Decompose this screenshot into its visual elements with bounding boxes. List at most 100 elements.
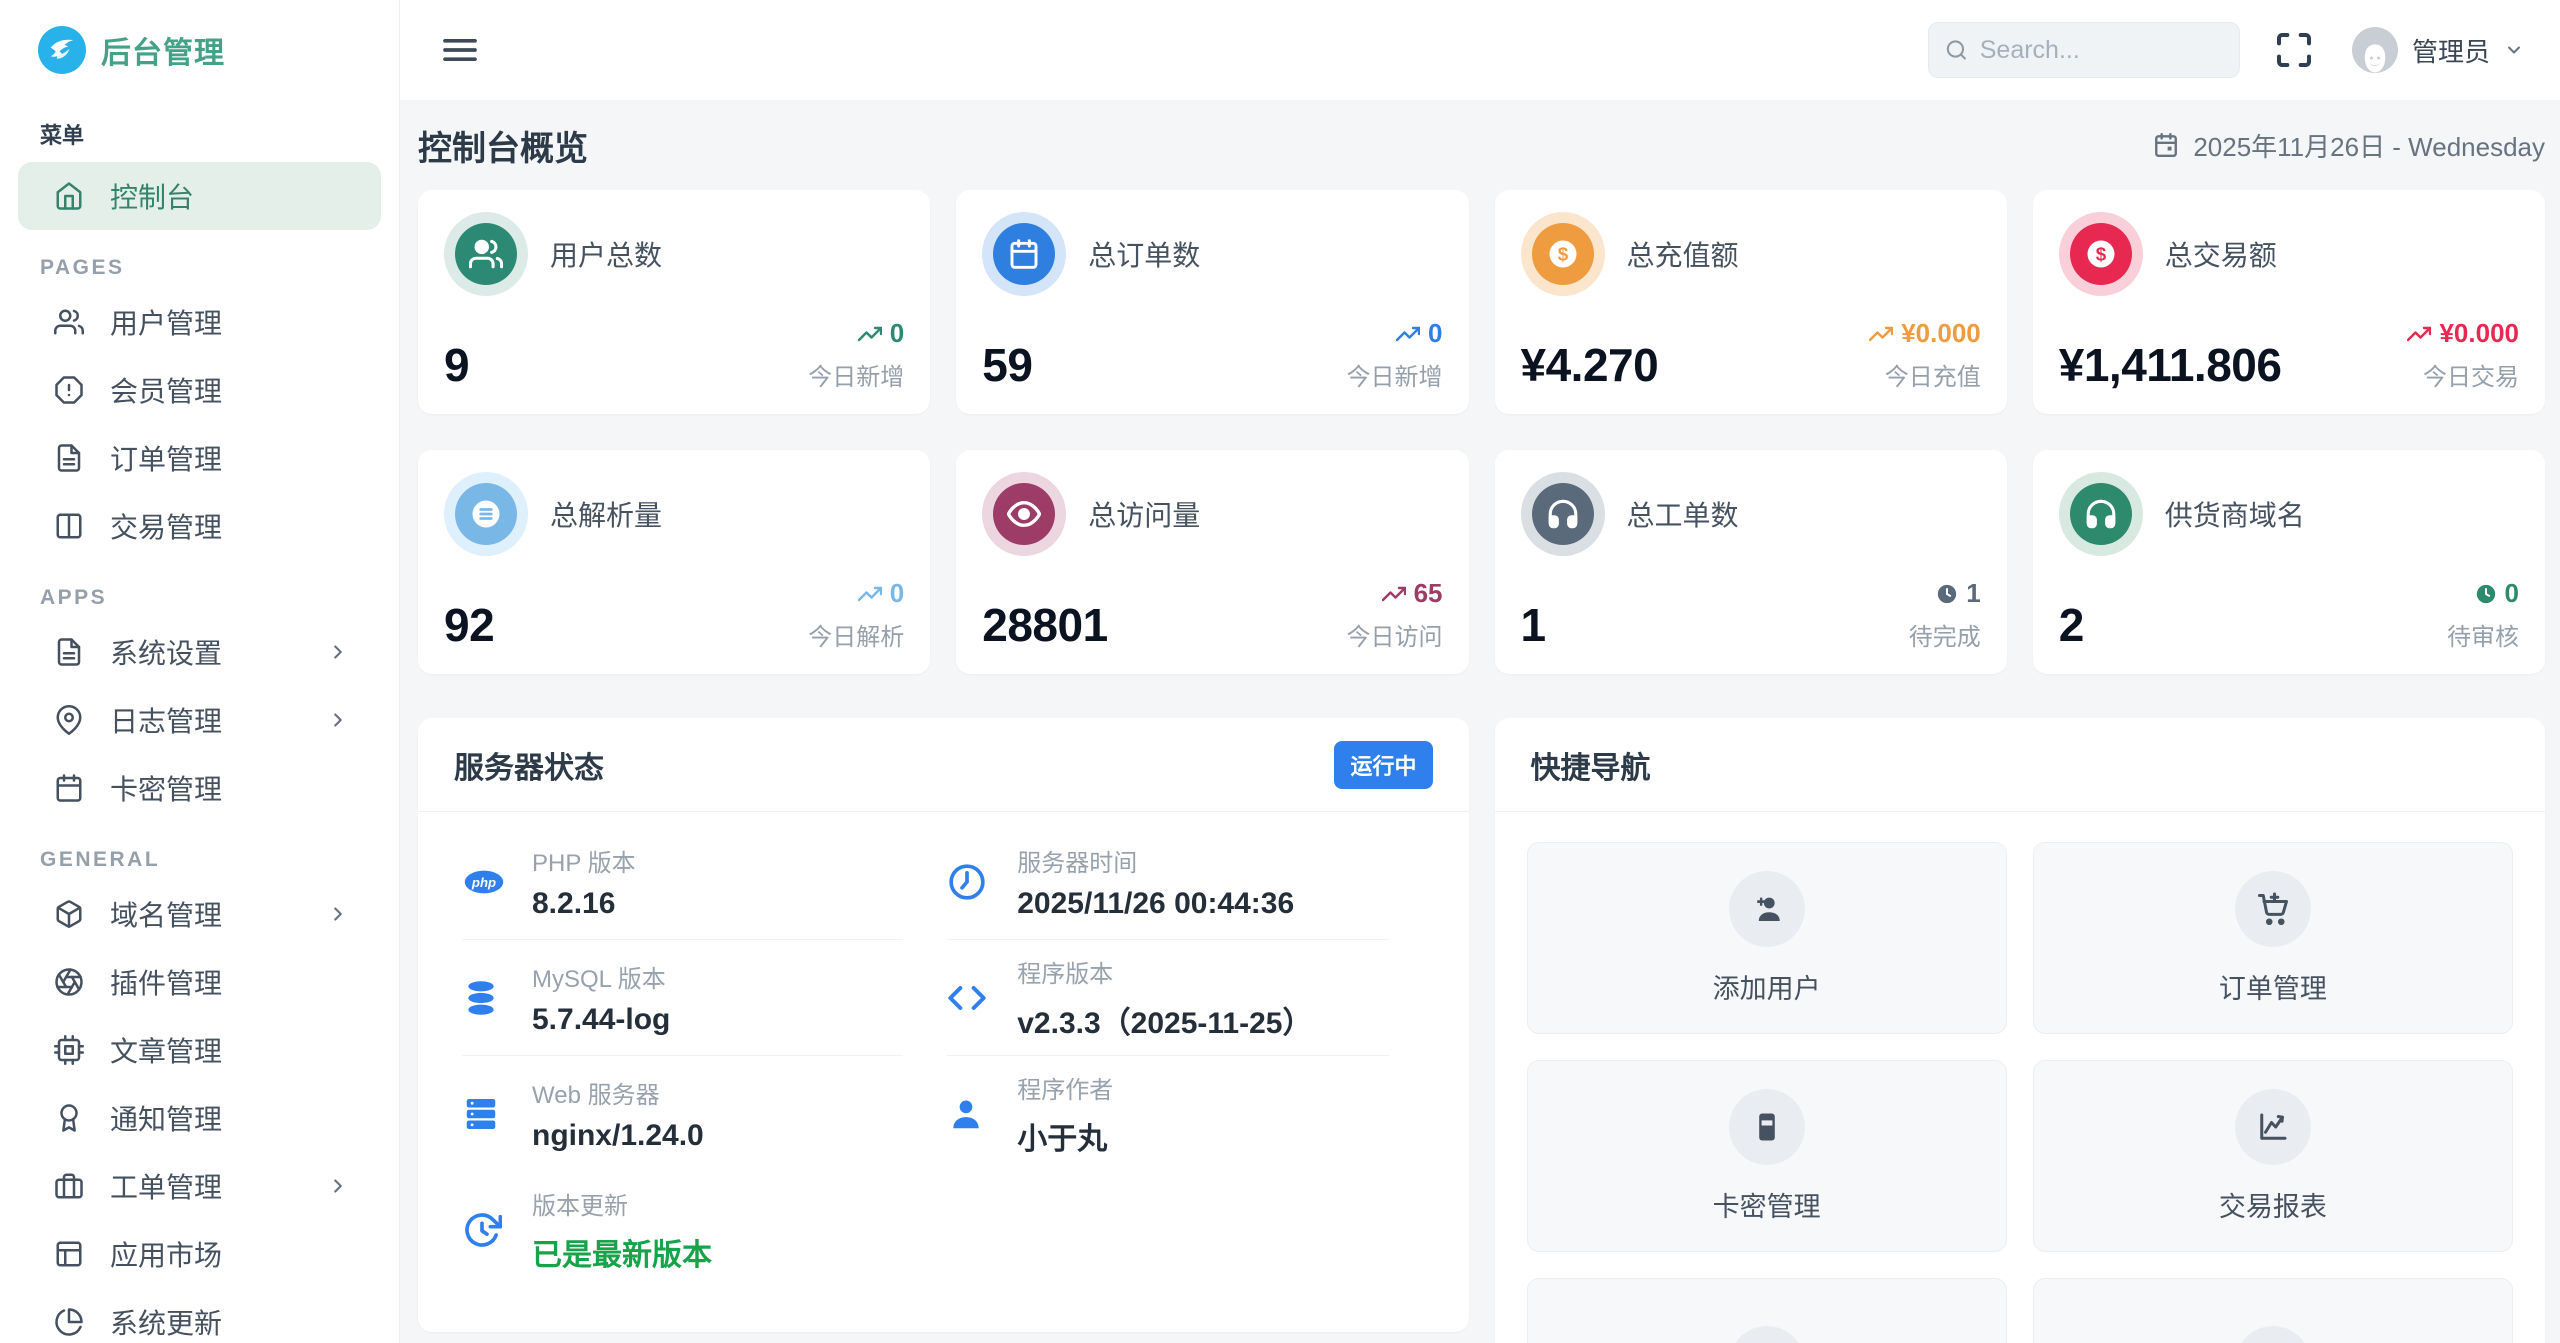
trending-up-icon [857, 586, 882, 601]
sidebar-item-plugins[interactable]: 插件管理 [18, 948, 381, 1016]
stat-label: 总访问量 [1088, 500, 1201, 531]
quick-nav-add-user[interactable]: 添加用户 [1526, 842, 2007, 1034]
sidebar-item-members[interactable]: 会员管理 [18, 356, 381, 424]
quick-nav-settings[interactable] [1526, 1278, 2007, 1343]
sidebar-item-label: 文章管理 [110, 1036, 223, 1067]
stat-icon-ring [982, 212, 1067, 296]
quick-nav-label: 添加用户 [1712, 973, 1821, 1004]
quick-nav-orders[interactable]: 订单管理 [2032, 842, 2513, 1034]
sidebar-item-notifications[interactable]: 通知管理 [18, 1084, 381, 1152]
avatar [2351, 27, 2398, 73]
stat-sublabel: 今日充值 [1884, 364, 1981, 391]
aperture-icon [55, 968, 83, 996]
stat-card-total-parses: 总解析量 92 0 今日解析 [418, 450, 931, 674]
server-item-label: 服务器时间 [1017, 849, 1138, 877]
brand[interactable]: 后台管理 [38, 26, 381, 74]
stat-value: ¥1,411.806 [2058, 339, 2282, 391]
sidebar-item-label: 交易管理 [110, 512, 223, 543]
quick-nav-title: 快捷导航 [1530, 751, 1651, 785]
search-box[interactable] [1927, 22, 2240, 78]
stat-sublabel: 待审核 [2447, 624, 2519, 651]
quick-nav-card-keys[interactable]: 卡密管理 [1526, 1060, 2007, 1252]
sidebar-item-users[interactable]: 用户管理 [18, 288, 381, 356]
sidebar-item-console[interactable]: 控制台 [18, 162, 381, 230]
stat-sublabel: 今日新增 [808, 364, 905, 391]
server-status-panel: 服务器状态 运行中 php PHP 版本 8.2.16 服务器时间 2025/1… [418, 718, 1469, 1332]
sidebar-item-label: 订单管理 [110, 444, 223, 475]
sidebar-item-app-market[interactable]: 应用市场 [18, 1220, 381, 1288]
stat-card-supplier-domains: 供货商域名 2 0 待审核 [2032, 450, 2545, 674]
stats-grid: 用户总数 9 0 今日新增 总订单数 59 0 今日新增 $ 总充 [418, 190, 2545, 674]
server-item-value: v2.3.3（2025-11-25） [1017, 1006, 1313, 1040]
line-chart-icon [2260, 1113, 2287, 1140]
stat-trend: 0 [1347, 318, 1443, 349]
cpu-icon [54, 1035, 84, 1065]
sidebar-item-label: 插件管理 [110, 968, 223, 999]
trending-up-icon [1381, 586, 1406, 601]
hamburger-icon [443, 39, 477, 62]
search-input[interactable] [1979, 35, 2223, 65]
stat-label: 总工单数 [1626, 500, 1739, 531]
stat-icon-ring [2058, 472, 2143, 556]
sidebar-item-system-update[interactable]: 系统更新 [18, 1288, 381, 1343]
main-content: 控制台概览 2025年11月26日 - Wednesday 用户总数 9 0 今… [400, 100, 2560, 1343]
stat-trend: 0 [808, 578, 904, 609]
stat-label: 总交易额 [2164, 240, 2277, 271]
server-item-value: 小于丸 [1017, 1123, 1108, 1156]
stat-trend: ¥0.000 [2407, 318, 2519, 349]
sidebar-item-label: 卡密管理 [110, 774, 223, 805]
stat-trend: 0 [2447, 578, 2519, 609]
chevron-down-icon [2508, 46, 2520, 54]
sidebar-item-card-keys[interactable]: 卡密管理 [18, 754, 381, 822]
sidebar-item-tickets[interactable]: 工单管理 [18, 1152, 381, 1220]
users-icon [54, 309, 84, 335]
sidebar-item-label: 系统设置 [110, 638, 223, 669]
brand-title: 后台管理 [101, 37, 225, 70]
trending-up-icon [1396, 326, 1421, 341]
quick-nav-trade-report[interactable]: 交易报表 [2032, 1060, 2513, 1252]
sidebar-item-transactions[interactable]: 交易管理 [18, 492, 381, 560]
user-menu[interactable]: 管理员 [2351, 27, 2524, 73]
quick-nav-label: 订单管理 [2218, 973, 2327, 1004]
code-icon [947, 978, 991, 1018]
chevron-right-icon [334, 1179, 342, 1193]
server-item-update: 版本更新 已是最新版本 [462, 1172, 903, 1288]
calendar-icon [2155, 132, 2178, 158]
fullscreen-button[interactable] [2274, 30, 2314, 70]
shopping-cart-icon [2257, 892, 2288, 925]
file-text-icon [57, 444, 81, 472]
page-title: 控制台概览 [418, 129, 588, 168]
chevron-right-icon [334, 645, 342, 659]
server-item-php: php PHP 版本 8.2.16 [462, 824, 904, 940]
sidebar-item-label: 工单管理 [110, 1172, 223, 1203]
sidebar-section-menu: 菜单 [40, 123, 85, 148]
date-text: 2025年11月26日 - Wednesday [2193, 131, 2545, 162]
trending-up-icon [857, 326, 882, 341]
sidebar-item-domains[interactable]: 域名管理 [18, 880, 381, 948]
sidebar-item-articles[interactable]: 文章管理 [18, 1016, 381, 1084]
chevron-right-icon [334, 713, 342, 727]
sidebar-item-orders[interactable]: 订单管理 [18, 424, 381, 492]
layout-icon [56, 1241, 82, 1267]
sidebar-item-label: 系统更新 [110, 1308, 223, 1339]
stat-icon-ring [1520, 472, 1605, 556]
stat-label: 总充值额 [1626, 240, 1739, 271]
calendar-icon [56, 774, 82, 802]
alert-octagon-icon [55, 376, 83, 404]
briefcase-icon [55, 1173, 83, 1199]
sidebar-item-label: 应用市场 [110, 1240, 223, 1271]
calendar-icon [1010, 239, 1038, 269]
stat-icon-ring: $ [1520, 212, 1605, 296]
sidebar-item-label: 会员管理 [110, 376, 223, 407]
sidebar-item-label: 用户管理 [110, 308, 223, 339]
stat-card-total-recharge: $ 总充值额 ¥4.270 ¥0.000 今日充值 [1494, 190, 2007, 414]
menu-toggle-button[interactable] [440, 30, 480, 70]
sidebar-item-system-settings[interactable]: 系统设置 [18, 618, 381, 686]
map-pin-icon [56, 705, 82, 735]
home-icon [56, 182, 82, 210]
sidebar-item-logs[interactable]: 日志管理 [18, 686, 381, 754]
sidebar-section-pages: PAGES [40, 256, 125, 279]
quick-nav-file[interactable] [2032, 1278, 2513, 1343]
server-item-mysql: MySQL 版本 5.7.44-log [462, 940, 904, 1056]
stat-trend: ¥0.000 [1869, 318, 1981, 349]
